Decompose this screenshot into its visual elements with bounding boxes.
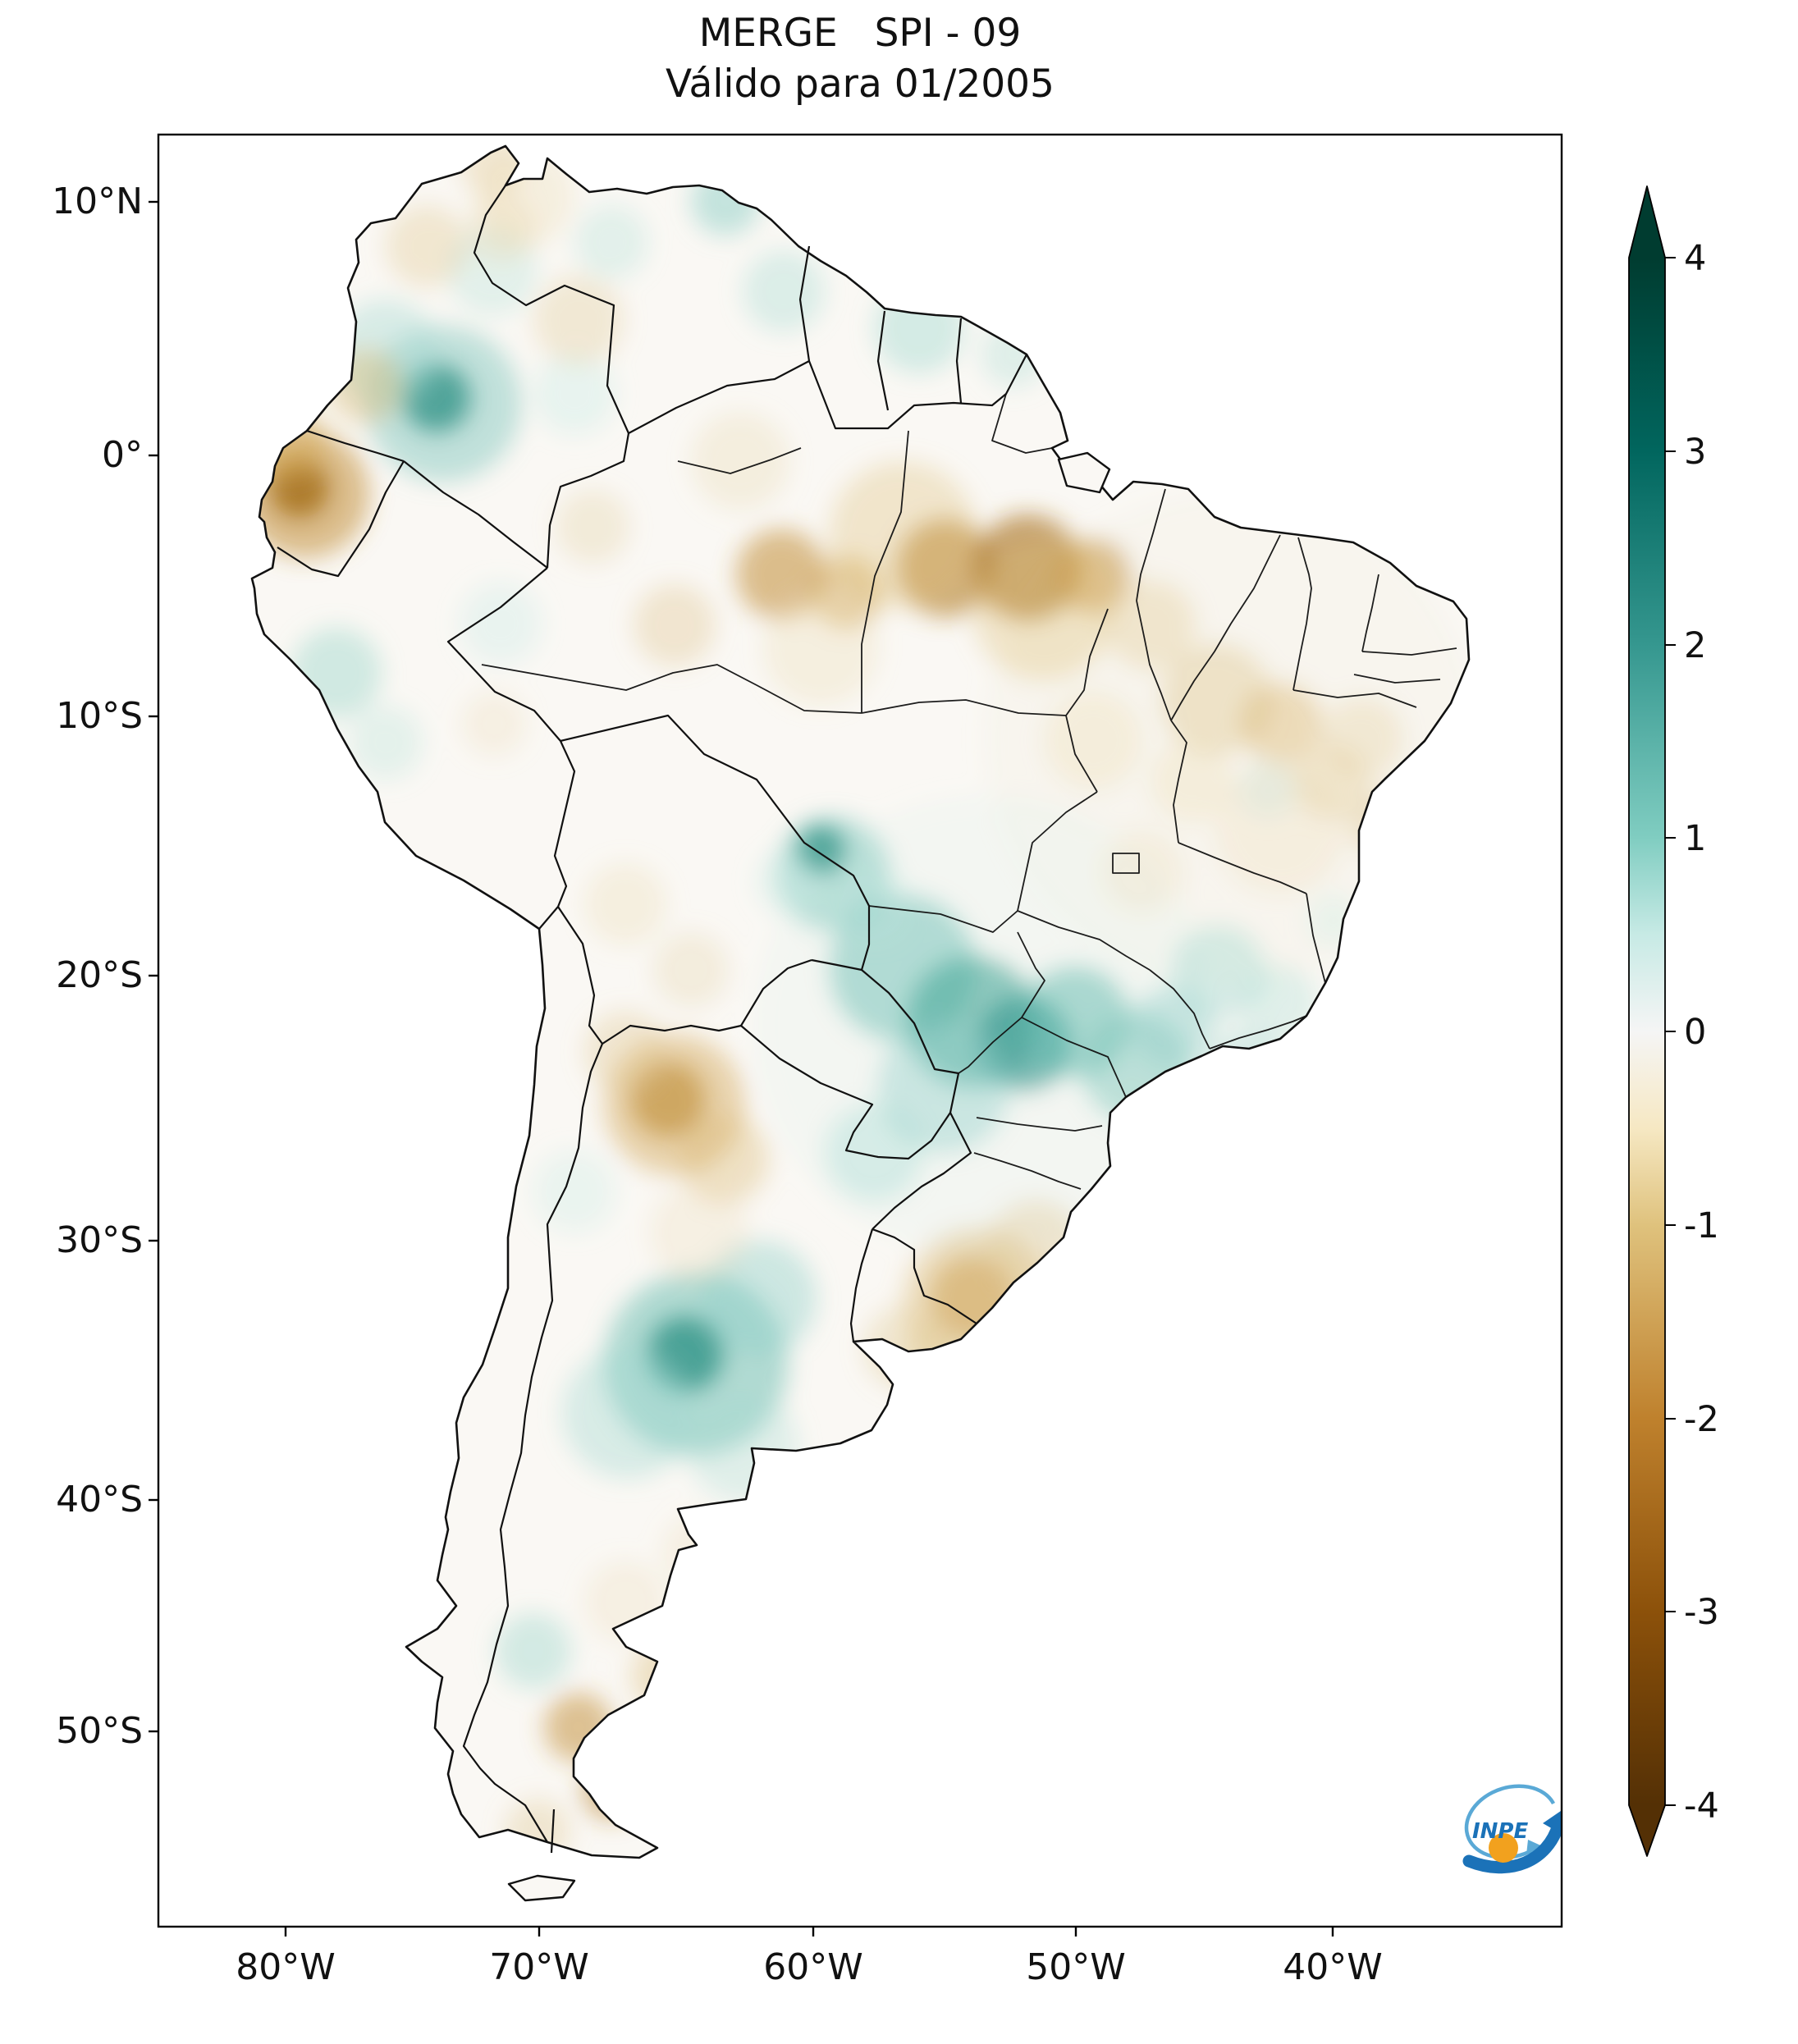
y-tick-label: 0° (102, 434, 143, 476)
inpe-arrowhead (1543, 1810, 1562, 1835)
colorbar-bar (1628, 185, 1666, 1857)
colorbar-ticks (1665, 257, 1676, 1806)
colorbar-tick-label: 1 (1684, 818, 1707, 859)
state-borders (481, 393, 1457, 1190)
inpe-orb (1489, 1833, 1518, 1863)
colorbar-tick-label: -2 (1684, 1399, 1719, 1440)
inpe-arrow-icon (1462, 1818, 1562, 1874)
southern-island (507, 1874, 576, 1902)
colorbar-tick-label: 0 (1684, 1012, 1707, 1053)
colorbar-tick-label: -4 (1684, 1786, 1719, 1827)
x-tick-label: 80°W (236, 1946, 336, 1988)
y-tick-label: 10°N (52, 181, 143, 222)
colorbar (1628, 185, 1676, 1857)
country-borders (277, 185, 1027, 1854)
y-tick-label: 10°S (56, 695, 143, 737)
inpe-logo: INPE (1462, 1784, 1562, 1874)
x-tick-label: 60°W (763, 1946, 863, 1988)
x-tick-label: 40°W (1283, 1946, 1383, 1988)
south-america-map: INPE (250, 144, 1562, 1902)
islands (507, 451, 1111, 1902)
y-tick-label: 40°S (56, 1479, 143, 1520)
colorbar-tick-label: -3 (1684, 1592, 1719, 1633)
y-tick-label: 20°S (56, 954, 143, 996)
colorbar-tick-label: -1 (1684, 1205, 1719, 1246)
inpe-swirl-arrowhead (1526, 1840, 1546, 1854)
y-tick-label: 50°S (56, 1710, 143, 1752)
plot-frame (157, 133, 1563, 1928)
inpe-logo-text: INPE (1472, 1819, 1528, 1844)
x-tick-label: 50°W (1026, 1946, 1126, 1988)
colorbar-tick-label: 4 (1684, 238, 1707, 279)
figure-title: MERGE SPI - 09 (698, 11, 1022, 56)
x-tick-label: 70°W (489, 1946, 589, 1988)
marajo-island (1057, 451, 1111, 494)
axis-ticks (149, 200, 1334, 1937)
figure-subtitle: Válido para 01/2005 (666, 62, 1055, 107)
colorbar-tick-label: 3 (1684, 432, 1707, 473)
distrito-federal-outline (1112, 853, 1140, 874)
y-tick-label: 30°S (56, 1219, 143, 1261)
colorbar-tick-label: 2 (1684, 625, 1707, 666)
coastline (250, 144, 1471, 1859)
